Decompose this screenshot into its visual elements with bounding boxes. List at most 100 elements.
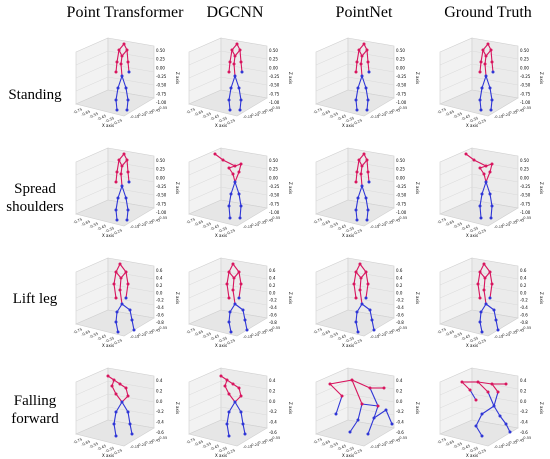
lower-bone [361, 75, 367, 89]
z-axis-title: Z axis [288, 72, 293, 84]
upper-bone [116, 49, 120, 63]
upper-bone [113, 271, 117, 285]
z-tick-label: -0.4 [269, 305, 277, 310]
z-axis-title: Z axis [415, 402, 420, 414]
x-tick-label: -0.45 [210, 224, 220, 232]
joint-point [239, 60, 243, 64]
lower-bone [117, 185, 123, 199]
lower-bone [369, 309, 373, 321]
z-tick-label: -1.00 [520, 210, 531, 215]
y-tick-label: -0.25 [501, 223, 510, 227]
x-axis-title: X axis [466, 343, 478, 348]
skeleton-plot: 0.60.40.20.0-0.2-0.4-0.6-0.8Z axis-0.75-… [437, 257, 544, 348]
floor-pane [315, 419, 395, 447]
x-tick-label: -0.65 [81, 440, 91, 448]
y-tick-label: -0.15 [494, 115, 503, 119]
joint-point [116, 86, 120, 90]
joint-point [245, 328, 249, 332]
lower-bone [385, 409, 393, 425]
joint-point [232, 62, 236, 66]
y-tick-label: -0.35 [508, 221, 517, 225]
upper-bone [232, 277, 235, 291]
joint-point [114, 180, 118, 184]
joint-point [491, 70, 495, 74]
grid-line [439, 63, 473, 79]
skeleton-plot: 0.50 0.25 0.00 -0.25 -0.50 -0.75 -1.00 Z axis -0… [437, 147, 544, 238]
y-tick-label: -0.15 [494, 445, 503, 449]
z-tick-label: -0.2 [520, 298, 528, 303]
z-tick-label: 0.50 [520, 158, 529, 163]
z-tick-label: 0.4 [269, 275, 276, 280]
joint-point [354, 320, 358, 324]
upper-bone [126, 49, 129, 63]
joint-point [366, 98, 370, 102]
joint-point [116, 196, 120, 200]
z-tick-label: -0.8 [269, 320, 277, 325]
y-tick-label: -0.45 [264, 328, 273, 332]
joint-point [365, 218, 369, 222]
x-tick-label: -0.75 [437, 217, 447, 225]
joint-point [241, 422, 245, 426]
joint-point [360, 302, 364, 306]
x-tick-label: -0.55 [453, 332, 463, 340]
lower-bone [234, 401, 242, 413]
joint-point [366, 208, 370, 212]
z-tick-label: -0.6 [520, 430, 528, 435]
upper-bone [125, 283, 129, 299]
joint-point [233, 302, 237, 306]
x-tick-label: -0.75 [73, 327, 83, 335]
joint-point [219, 374, 223, 378]
joint-point [360, 164, 364, 168]
upper-bone [360, 173, 363, 187]
grid-line [188, 283, 222, 299]
z-tick-label: 0.25 [269, 57, 278, 62]
z-axis-title: Z axis [288, 292, 293, 304]
lower-bone [479, 205, 482, 219]
joint-point [362, 152, 366, 156]
z-tick-label: 0.00 [520, 175, 529, 180]
x-tick-label: -0.35 [469, 336, 479, 344]
lower-bone [479, 87, 483, 101]
grid-line [439, 50, 473, 66]
lower-bone [369, 387, 379, 407]
x-tick-label: -0.75 [437, 107, 447, 115]
z-tick-label: -0.2 [269, 298, 277, 303]
lower-bone [121, 185, 127, 199]
joint-point [114, 434, 118, 438]
joint-point [124, 86, 128, 90]
x-tick-label: -0.25 [477, 228, 487, 236]
z-tick-label: -1.00 [156, 210, 167, 215]
z-tick-label: -0.25 [520, 184, 531, 189]
joint-point [126, 394, 130, 398]
x-tick-label: -0.75 [73, 437, 83, 445]
y-tick-label: -0.35 [257, 221, 266, 225]
z-tick-label: 0.00 [520, 65, 529, 70]
joint-point [119, 172, 123, 176]
upper-bone [127, 61, 130, 73]
grid-line [75, 186, 109, 202]
y-tick-label: -0.25 [137, 443, 146, 447]
upper-bone [226, 283, 230, 299]
z-tick-label: -0.25 [156, 184, 167, 189]
z-axis-title: Z axis [415, 292, 420, 304]
upper-bone [484, 63, 487, 77]
z-tick-label: 0.2 [520, 388, 527, 393]
lower-bone [230, 181, 236, 195]
joint-point [114, 270, 118, 274]
grid-line [347, 160, 395, 170]
x-tick-label: -0.55 [89, 332, 99, 340]
grid-line [107, 186, 155, 196]
joint-point [227, 270, 231, 274]
skeleton-plot: 0.50 0.25 0.00 -0.25 -0.50 -0.75 -1.00 Z axis -0… [313, 37, 420, 128]
x-tick-label: -0.25 [226, 118, 236, 126]
z-axis-title: Z axis [539, 402, 544, 414]
upper-bone [232, 289, 236, 305]
upper-bone [119, 277, 122, 291]
joint-point [120, 184, 124, 188]
joint-point [239, 162, 243, 166]
y-tick-label: -0.55 [398, 216, 407, 220]
x-axis-title: X axis [215, 123, 227, 128]
joint-point [480, 412, 484, 416]
lower-bone [367, 417, 375, 435]
x-tick-label: -0.35 [469, 226, 479, 234]
